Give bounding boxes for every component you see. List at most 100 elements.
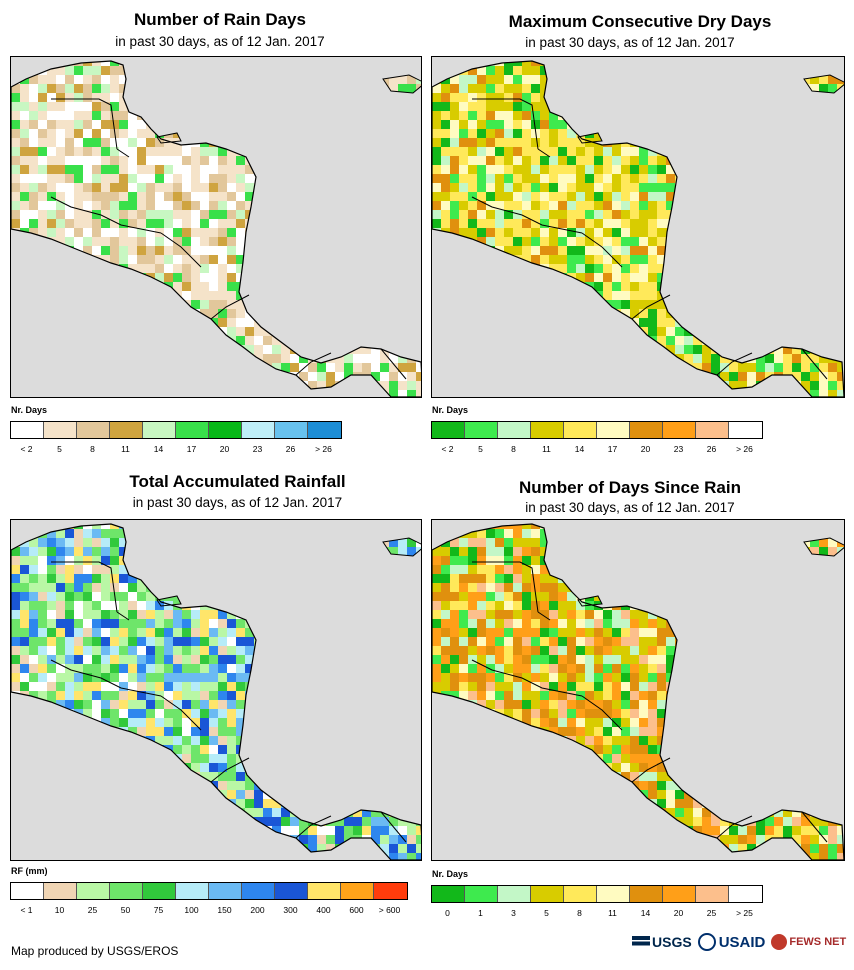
island-outline [382, 537, 421, 557]
legend-3-tick: 150 [217, 905, 232, 915]
legend-1-label: Nr. Days [11, 405, 48, 415]
legend-1-swatch [110, 422, 143, 438]
country-border [295, 352, 332, 376]
legend-1-tick: > 26 [315, 444, 332, 454]
legend-4-swatch [465, 886, 498, 902]
legend-2-swatch [531, 422, 564, 438]
fews-net-mark-icon [771, 934, 788, 950]
coastline [432, 60, 844, 397]
country-border [631, 294, 671, 320]
coastline [11, 523, 421, 860]
country-border [581, 232, 623, 268]
island-outline [156, 132, 182, 144]
map-canvas [432, 60, 844, 397]
panel-3-subtitle: in past 30 days, as of 12 Jan. 2017 [132, 495, 343, 510]
country-border [210, 757, 250, 783]
country-border [471, 659, 583, 697]
legend-2-tick: 17 [607, 444, 618, 454]
legend-3-swatch [11, 883, 44, 899]
data-grid [432, 61, 844, 397]
legend-2-swatch [498, 422, 531, 438]
panel-3-title: Total Accumulated Rainfall [129, 472, 346, 491]
legend-1-tick: 20 [219, 444, 230, 454]
usgs-logo-text: USGS [652, 934, 692, 950]
legend-1-tick: 17 [186, 444, 197, 454]
legend-4-tick: 8 [577, 908, 582, 918]
panel-4-title: Number of Days Since Rain [518, 478, 741, 497]
legend-3-tick: 600 [349, 905, 364, 915]
legend-4-tick: 3 [511, 908, 516, 918]
legend-4-tick: 25 [706, 908, 717, 918]
data-grid [432, 524, 844, 860]
panel-1-title: Number of Rain Days [134, 10, 306, 29]
legend-1-tick: 8 [90, 444, 95, 454]
legend-2-tick: 5 [478, 444, 483, 454]
country-border [210, 294, 250, 320]
map-canvas [11, 523, 421, 860]
legend-1-tick: 26 [285, 444, 296, 454]
legend-2-swatch [597, 422, 630, 438]
country-border [160, 695, 202, 731]
legend-1-swatch [275, 422, 308, 438]
legend-3-label: RF (mm) [11, 866, 48, 876]
usaid-logo-text: USAID [718, 933, 766, 951]
legend-3-swatch [176, 883, 209, 899]
country-border [472, 98, 539, 150]
legend-4-tick: 0 [445, 908, 450, 918]
legend-4-swatch [564, 886, 597, 902]
legend-2-tick: 8 [511, 444, 516, 454]
legend-3-swatch [77, 883, 110, 899]
legend-1-swatch [308, 422, 341, 438]
usgs-logo: USGS [632, 934, 692, 950]
legend-3-swatch [44, 883, 77, 899]
map-days-since-rain [431, 519, 845, 861]
map-canvas [432, 523, 844, 860]
coastline [11, 60, 421, 397]
map-rain-days [10, 56, 422, 398]
legend-4-swatch [630, 886, 663, 902]
legend-2-swatch [696, 422, 729, 438]
usaid-logo: USAID [697, 933, 766, 951]
island-outline [382, 74, 421, 94]
legend-3-tick: 75 [153, 905, 164, 915]
usgs-wave-icon [632, 936, 650, 948]
country-border [380, 348, 407, 380]
legend-3-tick: 100 [184, 905, 199, 915]
legend-2-tick: 23 [673, 444, 684, 454]
logo-strip: USGS USAID FEWS NET [632, 933, 846, 951]
legend-4-tick: 20 [673, 908, 684, 918]
legend-4-swatch [498, 886, 531, 902]
legend-1-swatch [77, 422, 110, 438]
legend-2-tick: < 2 [441, 444, 454, 454]
country-border [716, 815, 753, 839]
legend-2-label: Nr. Days [432, 405, 469, 415]
legend-4-swatch [597, 886, 630, 902]
legend-3-tick: > 600 [378, 905, 401, 915]
fews-net-logo: FEWS NET [771, 934, 846, 950]
legend-3-tick: < 1 [20, 905, 33, 915]
legend-2-swatch [630, 422, 663, 438]
legend-4-tick: 1 [478, 908, 483, 918]
legend-3-swatch [341, 883, 374, 899]
legend-3-swatch [110, 883, 143, 899]
legend-4-swatch [663, 886, 696, 902]
fews-net-logo-text: FEWS NET [789, 936, 847, 948]
legend-1-tick: 5 [57, 444, 62, 454]
legend-1-tick: 11 [121, 444, 130, 454]
legend-1-swatch [44, 422, 77, 438]
legend-1-swatch [176, 422, 209, 438]
country-border [295, 815, 332, 839]
country-border [716, 352, 753, 376]
legend-4-swatch [531, 886, 564, 902]
country-border [160, 232, 202, 268]
legend-4-tick: > 25 [736, 908, 753, 918]
island-outline [577, 595, 603, 607]
data-grid [11, 524, 421, 860]
legend-4-swatch [432, 886, 465, 902]
usaid-seal-icon [697, 933, 716, 951]
legend-1-tick: < 2 [20, 444, 33, 454]
legend-3-tick: 400 [316, 905, 331, 915]
country-border [116, 148, 130, 158]
country-border [116, 611, 130, 621]
legend-4-tick: 11 [608, 908, 617, 918]
